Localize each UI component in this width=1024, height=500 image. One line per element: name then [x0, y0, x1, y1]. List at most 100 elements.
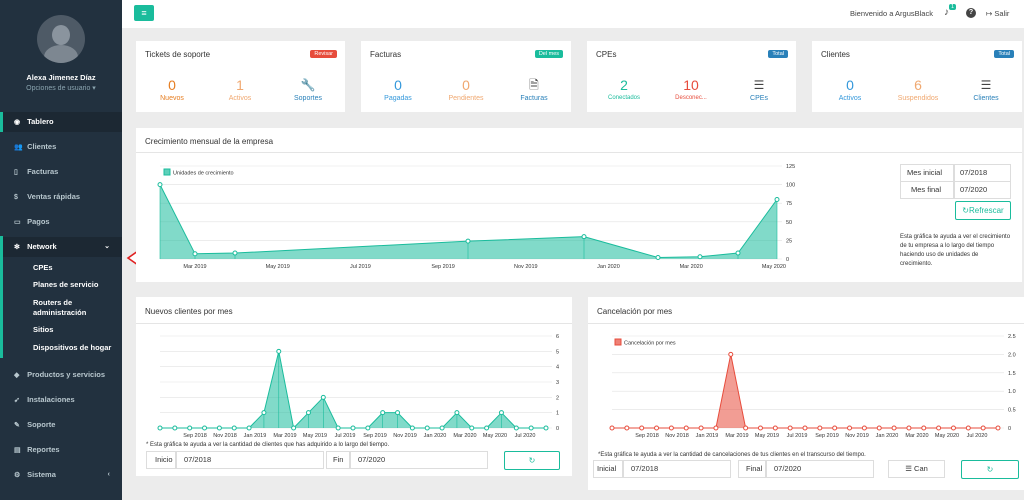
stat-conectados[interactable]: 2 Conectados: [589, 77, 659, 101]
users-icon: 👥: [14, 144, 23, 151]
fin-field[interactable]: 07/2020: [350, 451, 488, 469]
user-options-dropdown[interactable]: Opciones de usuario ▾: [26, 85, 96, 92]
new-clients-chart: 0 1 2 3 4 5 6 Sep 2018 Nov 2018 Jan 2019 Mar 2019 M…: [157, 334, 559, 439]
y-tick-label: 2: [556, 395, 559, 401]
series-area: [160, 351, 546, 428]
y-tick-label: 5: [556, 349, 559, 355]
data-point: [395, 410, 401, 416]
status-badge[interactable]: Revisar: [310, 50, 337, 58]
stat-activos[interactable]: 0 Activos: [815, 77, 885, 102]
sidebar: Alexa Jimenez Díaz Opciones de usuario ▾…: [0, 0, 122, 500]
data-point: [817, 425, 823, 431]
sidebar-item-productos[interactable]: ◆ Productos y servicios: [0, 365, 122, 385]
y-tick-label: 0.5: [1008, 408, 1016, 414]
sidebar-item-pagos[interactable]: ▭ Pagos: [0, 212, 122, 232]
refresh-button[interactable]: ↻: [504, 451, 560, 470]
inicio-label: Inicio: [146, 451, 176, 469]
file-text-icon: 🗎: [529, 78, 539, 92]
stat-pendientes[interactable]: 0 Pendientes: [431, 77, 501, 102]
refresh-icon: ↻: [962, 206, 969, 215]
avatar[interactable]: [37, 15, 85, 63]
x-tick-label: Jan 2020: [876, 433, 899, 439]
logout-link[interactable]: ↦ Salir: [986, 9, 1009, 18]
stat-value: 10: [683, 77, 699, 93]
tickets-card: Tickets de soporte Revisar 0 Nuevos 1 Acti…: [136, 41, 345, 112]
status-badge[interactable]: Del mes: [534, 50, 563, 58]
cpes-card: CPEs Total 2 Conectados 10 Desconec... ☰ CP…: [587, 41, 796, 112]
data-point: [980, 425, 986, 431]
sidebar-item-reportes[interactable]: ▤ Reportes: [0, 440, 122, 460]
x-tick-label: Jul 2020: [967, 433, 988, 439]
refresh-button[interactable]: ↻Refrescar: [955, 201, 1011, 220]
stat-suspendidos[interactable]: 6 Suspendidos: [883, 77, 953, 102]
divider: [588, 323, 1024, 324]
data-point: [469, 425, 475, 431]
stat-activos[interactable]: 1 Activos: [205, 77, 275, 102]
sidebar-item-soporte[interactable]: ✎ Soporte: [0, 415, 122, 435]
sidebar-item-label: Tablero: [27, 117, 54, 126]
menu-toggle-button[interactable]: ≡: [134, 5, 154, 21]
notification-count: 1: [949, 4, 957, 10]
data-point: [906, 425, 912, 431]
stat-pagadas[interactable]: 0 Pagadas: [363, 77, 433, 102]
sidebar-subitem-routers[interactable]: Routers de administración: [33, 298, 87, 317]
final-field[interactable]: 07/2020: [766, 460, 874, 478]
sidebar-subitem-dispositivos[interactable]: Dispositivos de hogar: [33, 343, 112, 352]
welcome-text: Bienvenido a ArgusBlack: [850, 9, 933, 18]
mes-inicial-field[interactable]: 07/2018: [954, 164, 1011, 182]
sidebar-item-clientes[interactable]: 👥 Clientes: [0, 137, 122, 157]
sidebar-item-ventas-rapidas[interactable]: $ Ventas rápidas: [0, 187, 122, 207]
link-facturas[interactable]: 🗎 Facturas: [499, 77, 569, 102]
sidebar-subitem-cpes[interactable]: CPEs: [33, 263, 53, 272]
wrench-icon: ✎: [14, 422, 20, 429]
sidebar-item-instalaciones[interactable]: ➹ Instalaciones: [0, 390, 122, 410]
list-icon: ☰: [753, 78, 765, 92]
stat-value: 2: [620, 77, 628, 93]
chevron-down-icon: ⌄: [104, 243, 110, 250]
y-tick-label: 2.5: [1008, 334, 1016, 340]
x-tick-label: Nov 2019: [514, 264, 538, 270]
sidebar-item-facturas[interactable]: ▯ Facturas: [0, 162, 122, 182]
sidebar-item-sistema[interactable]: ⚙ Sistema ‹: [0, 465, 122, 485]
help-icon[interactable]: ?: [966, 8, 976, 18]
x-tick-label: May 2019: [303, 433, 327, 439]
refresh-button[interactable]: ↻: [961, 460, 1019, 479]
data-point: [832, 425, 838, 431]
sidebar-item-network[interactable]: ✻ Network ⌄: [0, 237, 122, 257]
sidebar-item-label: Sistema: [27, 470, 56, 479]
sidebar-subitem-sitios[interactable]: Sitios: [33, 325, 54, 334]
status-badge[interactable]: Total: [768, 50, 788, 58]
link-soportes[interactable]: 🔧 Soportes: [273, 77, 343, 102]
status-badge[interactable]: Total: [994, 50, 1014, 58]
inicio-field[interactable]: 07/2018: [176, 451, 324, 469]
list-icon: ☰: [905, 464, 912, 473]
stat-value: 0: [462, 77, 470, 93]
sidebar-subitem-planes[interactable]: Planes de servicio: [33, 280, 99, 289]
y-tick-label: 50: [786, 220, 792, 226]
bell-icon[interactable]: ♪: [944, 7, 949, 18]
data-point: [365, 425, 371, 431]
data-point: [216, 425, 222, 431]
data-point: [409, 425, 415, 431]
data-point: [995, 425, 1001, 431]
inicial-label: Inicial: [593, 460, 623, 478]
dollar-icon: $: [14, 194, 18, 201]
y-tick-label: 25: [786, 238, 792, 244]
link-clientes[interactable]: ☰ Clientes: [951, 77, 1021, 102]
inicial-field[interactable]: 07/2018: [623, 460, 731, 478]
link-cpes[interactable]: ☰ CPEs: [724, 77, 794, 102]
mes-final-field[interactable]: 07/2020: [954, 181, 1011, 199]
y-tick-label: 0: [1008, 426, 1011, 432]
sidebar-item-tablero[interactable]: ◉ Tablero: [0, 112, 122, 132]
cancel-table-button[interactable]: ☰ Can: [888, 460, 945, 478]
new-clients-note: * Esta gráfica te ayuda a ver la cantida…: [146, 442, 390, 448]
stat-desconectados[interactable]: 10 Desconec...: [656, 77, 726, 101]
data-point: [498, 410, 504, 416]
stat-label: Activos: [838, 95, 862, 102]
data-point: [757, 425, 763, 431]
legend-label: Unidades de crecimiento: [173, 171, 234, 177]
data-point: [787, 425, 793, 431]
stat-nuevos[interactable]: 0 Nuevos: [137, 77, 207, 102]
data-point: [528, 425, 534, 431]
data-point: [876, 425, 882, 431]
